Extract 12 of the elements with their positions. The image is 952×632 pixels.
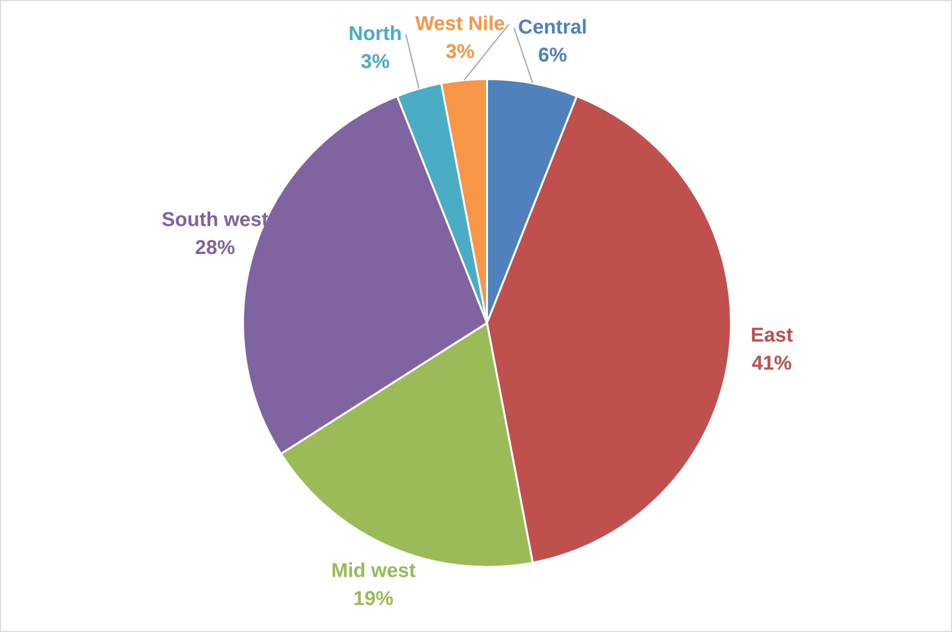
data-label: 28% bbox=[194, 237, 236, 260]
slice-label: East bbox=[750, 324, 794, 346]
slice-label: Central bbox=[518, 16, 588, 39]
slice-label: North bbox=[348, 22, 402, 45]
data-label: 41% bbox=[752, 352, 792, 374]
slice-label: West Nile bbox=[415, 12, 505, 35]
data-label: 6% bbox=[538, 44, 568, 67]
data-label: 3% bbox=[446, 40, 475, 63]
slice-label: South west bbox=[162, 209, 269, 232]
data-label: 19% bbox=[353, 588, 394, 610]
data-label: 3% bbox=[360, 50, 390, 73]
slice-label: Mid west bbox=[331, 560, 416, 582]
